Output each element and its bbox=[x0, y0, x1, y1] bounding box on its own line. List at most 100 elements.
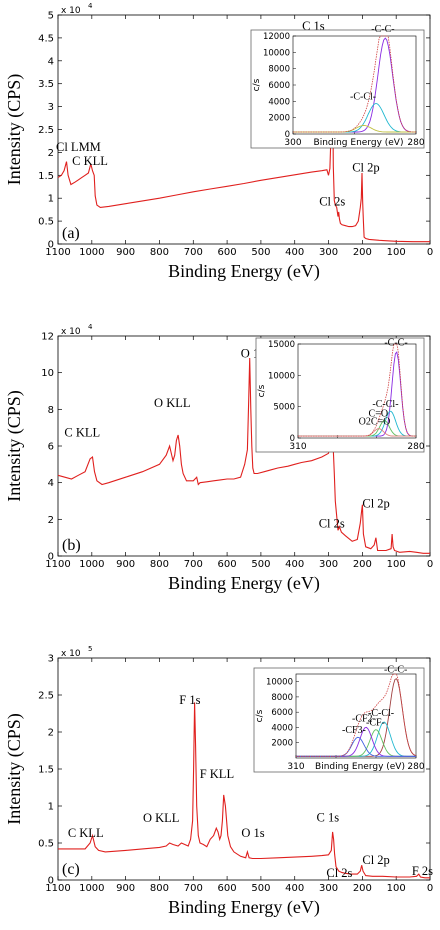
inset-y-tick-label: 12000 bbox=[263, 32, 290, 42]
x-tick-label: 900 bbox=[116, 559, 135, 570]
inset-y-axis-label: c/s bbox=[252, 78, 262, 91]
inset-plot-frame bbox=[297, 343, 417, 439]
inset-y-tick-label: 2000 bbox=[268, 114, 290, 124]
y-tick-label: 0 bbox=[48, 552, 54, 563]
x-axis-label: Binding Energy (eV) bbox=[168, 897, 320, 918]
inset-component-label: -CF- bbox=[366, 718, 385, 729]
x-tick-label: 600 bbox=[218, 883, 237, 894]
x-tick-label: 400 bbox=[285, 247, 304, 258]
peak-label: Cl 2p bbox=[362, 853, 389, 867]
chart-panel-3: 1100 1000 900 800 700 600 500 400 300 200 100 000.5… bbox=[4, 645, 433, 918]
peak-label: Cl 2s bbox=[326, 866, 352, 880]
inset-y-tick-label: 10000 bbox=[266, 678, 293, 688]
spectrum-line bbox=[57, 357, 430, 554]
inset-y-tick-label: 2000 bbox=[271, 739, 293, 749]
y-axis-multiplier-power: 5 bbox=[88, 645, 92, 653]
y-tick-label: 1 bbox=[48, 194, 54, 205]
y-tick-label: 3 bbox=[48, 102, 54, 113]
y-tick-label: 2 bbox=[48, 728, 54, 739]
inset-x-tick-label: 310 bbox=[287, 762, 304, 772]
y-axis-multiplier-power: 4 bbox=[88, 2, 93, 10]
y-tick-label: 6 bbox=[48, 442, 54, 453]
x-tick-label: 800 bbox=[150, 883, 169, 894]
x-tick-label: 200 bbox=[353, 883, 372, 894]
y-axis-multiplier: x 10 bbox=[61, 649, 81, 659]
inset-frame bbox=[253, 667, 425, 773]
peak-label: C 1s bbox=[302, 19, 325, 33]
peak-label: C KLL bbox=[64, 425, 100, 439]
inset-component-label: O2C=O bbox=[359, 417, 391, 428]
x-tick-label: 200 bbox=[353, 247, 372, 258]
x-tick-label: 100 bbox=[387, 559, 406, 570]
inset-component-label: -CF2- bbox=[352, 713, 376, 724]
y-tick-label: 2 bbox=[48, 148, 54, 159]
x-tick-label: 500 bbox=[251, 559, 270, 570]
x-tick-label: 100 bbox=[387, 247, 406, 258]
inset-c1s-deconvolution: 300 280 0 2000 4000 6000 8000 10000 12000 Binding… bbox=[250, 24, 425, 149]
y-tick-label: 2.5 bbox=[38, 691, 54, 702]
peak-label: O 1s bbox=[241, 826, 264, 840]
x-tick-label: 800 bbox=[150, 247, 169, 258]
peak-label: O KLL bbox=[154, 396, 190, 410]
x-axis-label: Binding Energy (eV) bbox=[168, 261, 320, 282]
panel-label: (a) bbox=[62, 225, 80, 242]
inset-component-label: -C-C- bbox=[384, 664, 407, 675]
x-tick-label: 1100 bbox=[45, 247, 70, 258]
inset-y-tick-label: 4000 bbox=[268, 97, 290, 107]
inset-y-tick-label: 15000 bbox=[268, 340, 295, 350]
x-tick-label: 0 bbox=[427, 247, 433, 258]
inset-y-tick-label: 0 bbox=[290, 434, 295, 444]
inset-y-tick-label: 10000 bbox=[263, 48, 290, 58]
y-axis-multiplier-power: 4 bbox=[88, 323, 93, 331]
spectrum-line bbox=[57, 44, 430, 243]
inset-component-label: -C-C- bbox=[384, 338, 407, 349]
y-axis-label: Intensity (CPS) bbox=[4, 713, 25, 825]
y-axis-multiplier: x 10 bbox=[61, 327, 81, 337]
x-tick-label: 900 bbox=[116, 883, 135, 894]
x-tick-label: 1000 bbox=[79, 247, 104, 258]
y-tick-label: 1.5 bbox=[38, 765, 54, 776]
inset-y-tick-label: 6000 bbox=[271, 708, 293, 718]
inset-y-tick-label: 4000 bbox=[271, 723, 293, 733]
y-tick-label: 1 bbox=[48, 802, 54, 813]
y-axis-label: Intensity (CPS) bbox=[4, 74, 25, 186]
inset-x-axis-label: Binding Energy (eV) bbox=[314, 138, 404, 148]
peak-label: Cl 2s bbox=[319, 195, 345, 209]
y-tick-label: 4 bbox=[48, 478, 54, 489]
peak-label: Cl 2p bbox=[362, 497, 389, 511]
panel-label: (b) bbox=[62, 537, 81, 554]
inset-component-label: -C-Cl- bbox=[372, 399, 398, 410]
x-tick-label: 600 bbox=[218, 559, 237, 570]
inset-frame bbox=[250, 29, 425, 149]
y-tick-label: 10 bbox=[41, 368, 54, 379]
x-tick-label: 900 bbox=[116, 247, 135, 258]
chart-panel-2: 1100 1000 900 800 700 600 500 400 300 200 100 00246… bbox=[4, 323, 433, 594]
x-tick-label: 1100 bbox=[45, 883, 70, 894]
inset-c1s-deconvolution: 310 280 2000 4000 6000 8000 10000 Binding Energ… bbox=[253, 664, 425, 773]
inset-component-label: -CF3- bbox=[342, 725, 366, 736]
peak-label: C KLL bbox=[68, 826, 104, 840]
peak-label: Cl LMM bbox=[56, 140, 101, 154]
y-axis-label: Intensity (CPS) bbox=[4, 390, 25, 502]
peak-label: C KLL bbox=[72, 154, 108, 168]
y-tick-label: 0.5 bbox=[38, 217, 54, 228]
inset-y-tick-label: 8000 bbox=[271, 693, 293, 703]
x-tick-label: 700 bbox=[184, 559, 203, 570]
panel-label: (c) bbox=[62, 861, 80, 878]
inset-envelope bbox=[296, 673, 417, 757]
inset-component-label: C=O bbox=[369, 408, 389, 419]
inset-x-tick-label: 280 bbox=[407, 138, 424, 148]
spectrum-line bbox=[58, 702, 430, 879]
x-tick-label: 1000 bbox=[79, 559, 104, 570]
y-tick-label: 0 bbox=[48, 876, 54, 887]
y-tick-label: 1.5 bbox=[38, 171, 54, 182]
y-tick-label: 3.5 bbox=[38, 79, 54, 90]
y-tick-label: 0 bbox=[48, 240, 54, 251]
inset-x-tick-label: 310 bbox=[289, 442, 306, 452]
x-tick-label: 400 bbox=[285, 883, 304, 894]
x-tick-label: 300 bbox=[319, 247, 338, 258]
y-tick-label: 4 bbox=[48, 56, 54, 67]
inset-x-tick-label: 280 bbox=[407, 442, 424, 452]
y-tick-label: 5 bbox=[48, 11, 54, 22]
